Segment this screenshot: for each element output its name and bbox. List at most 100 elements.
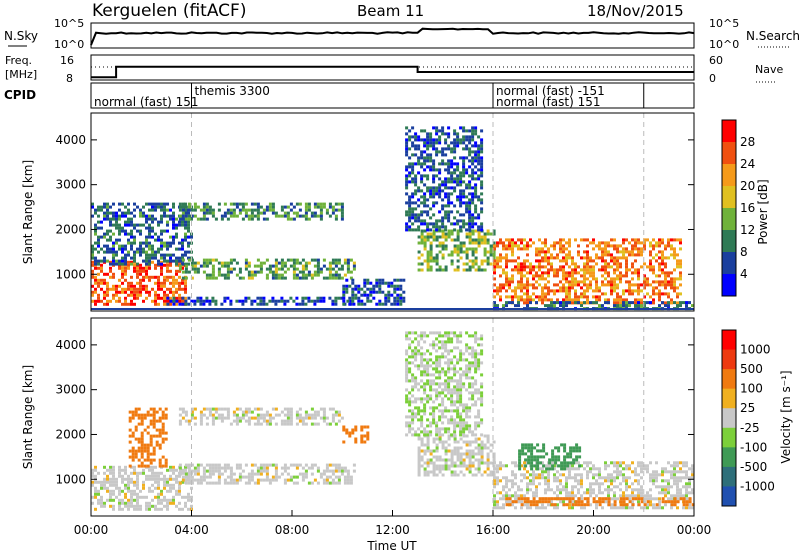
echo-cell [598,473,601,477]
echo-cell [423,340,427,344]
echo-cell [429,433,433,437]
echo-cell [646,301,649,305]
echo-cell [432,165,436,169]
echo-cell [462,403,466,407]
echo-cell [471,213,475,217]
echo-cell [493,265,496,269]
echo-cell [625,265,628,269]
echo-cell [489,461,493,465]
echo-cell [480,150,484,154]
echo-cell [247,276,251,280]
echo-cell [517,286,520,290]
echo-cell [94,299,97,303]
echo-cell [441,458,445,462]
echo-cell [313,205,317,209]
echo-cell [637,464,640,468]
echo-cell [405,228,409,232]
echo-cell [493,506,496,510]
echo-cell [453,418,457,422]
echo-cell [139,223,142,227]
echo-cell [259,466,263,470]
echo-cell [304,472,308,476]
echo-cell [613,304,616,308]
echo-cell [390,281,394,285]
echo-cell [496,503,499,507]
echo-cell [417,349,421,353]
echo-cell [459,126,463,130]
echo-cell [337,466,341,470]
echo-cell [628,497,631,501]
echo-cell [172,214,175,218]
echo-cell [453,268,457,272]
echo-cell [456,385,460,389]
echo-cell [604,250,607,254]
echo-cell [420,210,424,214]
echo-cell [152,452,156,456]
echo-cell [435,376,439,380]
echo-cell [595,301,598,305]
echo-cell [190,486,193,490]
echo-cell [226,466,230,470]
echo-cell [471,195,475,199]
echo-cell [541,274,544,278]
echo-cell [441,159,445,163]
echo-cell [247,270,251,274]
echo-cell [148,259,151,263]
echo-cell [154,205,157,209]
echo-cell [217,478,221,482]
echo-cell [187,302,191,306]
echo-cell [103,272,106,276]
echo-cell [667,283,670,287]
echo-cell [166,229,169,233]
echo-cell [91,483,94,487]
echo-cell [625,304,628,308]
echo-cell [109,217,112,221]
echo-cell [352,463,356,467]
echo-cell [562,301,565,305]
echo-cell [94,489,97,493]
echo-cell [319,202,323,206]
echo-cell [91,501,94,505]
echo-cell [610,503,613,507]
echo-cell [247,416,251,420]
echo-cell [571,271,574,275]
echo-cell [426,394,430,398]
echo-cell [229,208,233,212]
echo-cell [184,501,187,505]
echo-cell [295,475,299,479]
echo-cell [556,485,559,489]
echo-cell [118,501,121,505]
echo-cell [637,298,640,302]
echo-cell [121,474,124,478]
echo-cell [631,292,634,296]
echo-cell [408,397,412,401]
echo-cell [450,337,454,341]
echo-cell [322,202,326,206]
echo-cell [447,464,451,468]
echo-cell [459,376,463,380]
echo-cell [453,421,457,425]
echo-cell [271,475,275,479]
echo-cell [420,361,424,365]
echo-cell [244,258,248,262]
echo-cell [411,213,415,217]
echo-cell [553,301,556,305]
echo-cell [158,443,162,447]
echo-cell [118,217,121,221]
echo-cell [468,470,472,474]
echo-cell [301,214,305,218]
echo-cell [523,244,526,248]
echo-cell [631,277,634,281]
echo-cell [453,186,457,190]
echo-cell [447,186,451,190]
echo-cell [520,271,523,275]
echo-cell [124,229,127,233]
echo-cell [477,364,481,368]
echo-cell [468,238,472,242]
echo-cell [474,403,478,407]
echo-cell [414,331,418,335]
echo-cell [486,440,490,444]
echo-cell [417,364,421,368]
echo-cell [505,274,508,278]
echo-cell [136,501,139,505]
